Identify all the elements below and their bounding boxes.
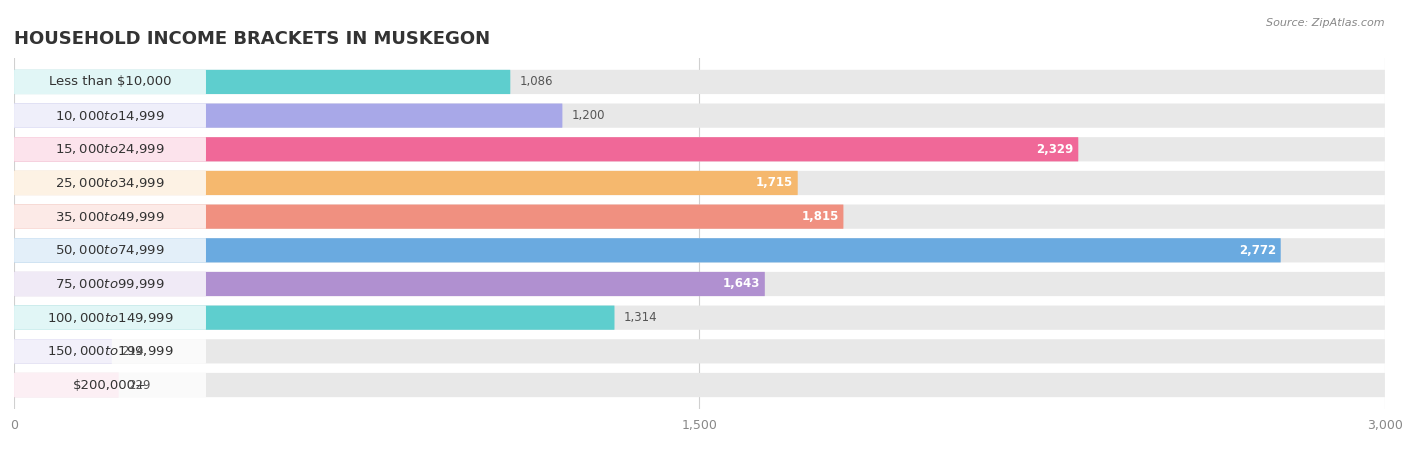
Text: $50,000 to $74,999: $50,000 to $74,999 [55, 243, 165, 257]
FancyBboxPatch shape [14, 272, 1385, 296]
Text: 2,772: 2,772 [1239, 244, 1277, 257]
Text: 214: 214 [121, 345, 143, 358]
FancyBboxPatch shape [14, 171, 1385, 195]
FancyBboxPatch shape [14, 70, 1385, 94]
FancyBboxPatch shape [14, 373, 1385, 397]
Text: 1,643: 1,643 [723, 277, 761, 291]
Text: $15,000 to $24,999: $15,000 to $24,999 [55, 142, 165, 156]
FancyBboxPatch shape [14, 272, 765, 296]
FancyBboxPatch shape [14, 305, 207, 330]
FancyBboxPatch shape [14, 339, 112, 364]
FancyBboxPatch shape [14, 70, 207, 94]
FancyBboxPatch shape [14, 305, 1385, 330]
FancyBboxPatch shape [14, 272, 207, 296]
Text: 2,329: 2,329 [1036, 143, 1074, 156]
FancyBboxPatch shape [14, 373, 207, 397]
FancyBboxPatch shape [14, 137, 1078, 161]
FancyBboxPatch shape [14, 103, 1385, 128]
FancyBboxPatch shape [14, 339, 1385, 364]
FancyBboxPatch shape [14, 103, 207, 128]
Text: Source: ZipAtlas.com: Source: ZipAtlas.com [1267, 18, 1385, 28]
FancyBboxPatch shape [14, 305, 614, 330]
Text: 1,314: 1,314 [624, 311, 657, 324]
Text: $150,000 to $199,999: $150,000 to $199,999 [46, 344, 173, 358]
Text: 1,715: 1,715 [756, 176, 793, 189]
FancyBboxPatch shape [14, 238, 207, 262]
FancyBboxPatch shape [14, 204, 207, 229]
FancyBboxPatch shape [14, 171, 797, 195]
Text: 1,815: 1,815 [801, 210, 839, 223]
FancyBboxPatch shape [14, 373, 118, 397]
FancyBboxPatch shape [14, 339, 207, 364]
Text: $35,000 to $49,999: $35,000 to $49,999 [55, 210, 165, 224]
Text: HOUSEHOLD INCOME BRACKETS IN MUSKEGON: HOUSEHOLD INCOME BRACKETS IN MUSKEGON [14, 31, 491, 48]
Text: 1,200: 1,200 [571, 109, 605, 122]
Text: $25,000 to $34,999: $25,000 to $34,999 [55, 176, 165, 190]
Text: $75,000 to $99,999: $75,000 to $99,999 [55, 277, 165, 291]
FancyBboxPatch shape [14, 137, 1385, 161]
FancyBboxPatch shape [14, 238, 1385, 262]
Text: $200,000+: $200,000+ [73, 379, 148, 392]
Text: 229: 229 [128, 379, 150, 392]
FancyBboxPatch shape [14, 70, 510, 94]
FancyBboxPatch shape [14, 103, 562, 128]
Text: $100,000 to $149,999: $100,000 to $149,999 [46, 311, 173, 325]
FancyBboxPatch shape [14, 238, 1281, 262]
FancyBboxPatch shape [14, 204, 1385, 229]
Text: $10,000 to $14,999: $10,000 to $14,999 [55, 109, 165, 123]
FancyBboxPatch shape [14, 137, 207, 161]
FancyBboxPatch shape [14, 171, 207, 195]
Text: Less than $10,000: Less than $10,000 [49, 75, 172, 88]
FancyBboxPatch shape [14, 204, 844, 229]
Text: 1,086: 1,086 [519, 75, 553, 88]
